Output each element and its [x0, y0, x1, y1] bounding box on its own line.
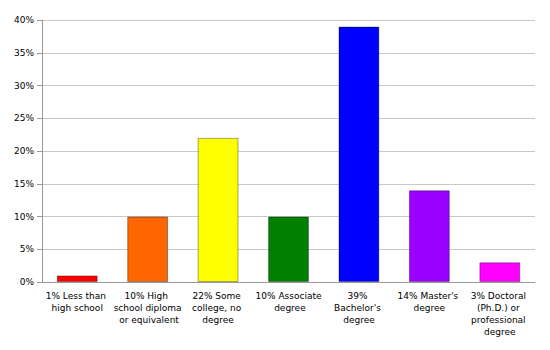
- svg-text:25%: 25%: [14, 113, 34, 123]
- svg-text:degree: degree: [343, 315, 375, 325]
- svg-text:15%: 15%: [14, 179, 34, 189]
- svg-text:professional: professional: [471, 315, 528, 325]
- svg-text:22% Some: 22% Some: [192, 291, 243, 301]
- svg-text:40%: 40%: [14, 15, 34, 25]
- svg-text:14% Master's: 14% Master's: [398, 291, 462, 301]
- svg-text:school diploma: school diploma: [114, 303, 182, 313]
- svg-text:degree: degree: [202, 315, 234, 325]
- svg-text:10%: 10%: [14, 212, 34, 222]
- svg-text:20%: 20%: [14, 146, 34, 156]
- svg-text:30%: 30%: [14, 81, 34, 91]
- svg-text:high school: high school: [52, 303, 103, 313]
- svg-text:degree: degree: [484, 327, 516, 337]
- svg-text:5%: 5%: [20, 244, 35, 254]
- svg-text:(Ph.D.) or: (Ph.D.) or: [477, 303, 523, 313]
- svg-text:degree: degree: [414, 303, 446, 313]
- svg-text:39%: 39%: [347, 291, 370, 301]
- svg-text:0%: 0%: [20, 277, 35, 287]
- svg-text:college, no: college, no: [192, 303, 244, 313]
- svg-text:10% High: 10% High: [124, 291, 170, 301]
- svg-text:or equivalent: or equivalent: [116, 315, 179, 325]
- svg-text:degree: degree: [271, 303, 306, 313]
- svg-text:Bachelor's: Bachelor's: [334, 303, 384, 313]
- svg-text:10% Associate: 10% Associate: [256, 291, 322, 301]
- svg-text:35%: 35%: [14, 48, 34, 58]
- svg-text:3% Doctoral: 3% Doctoral: [471, 291, 529, 301]
- svg-text:1% Less than: 1% Less than: [46, 291, 109, 301]
